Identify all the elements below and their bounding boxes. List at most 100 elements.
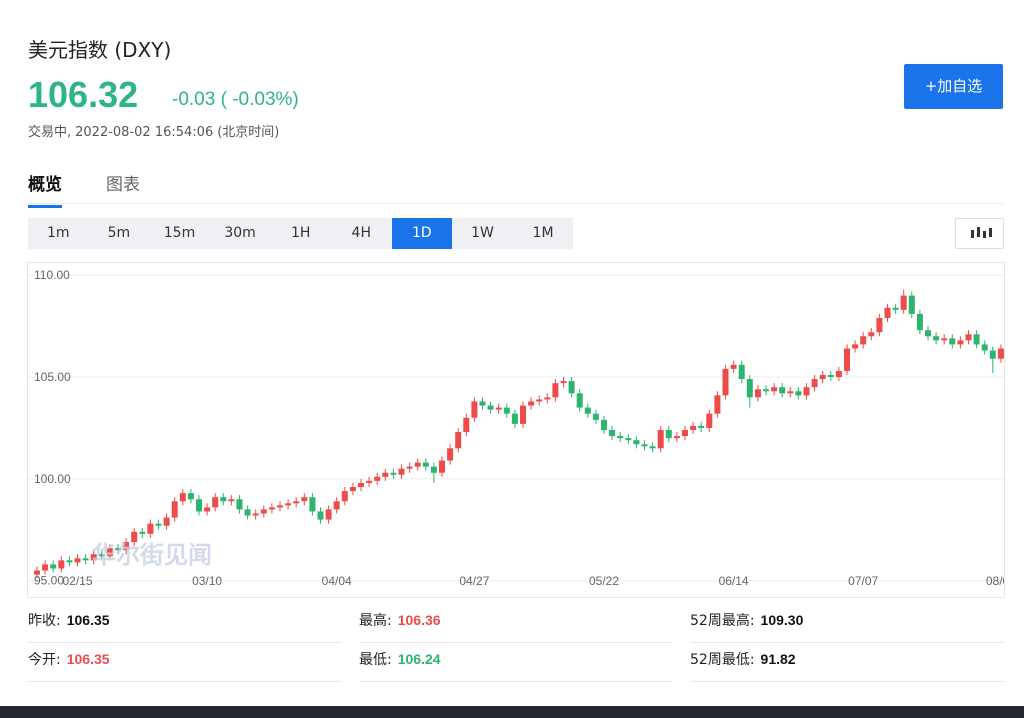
candle-body bbox=[422, 462, 429, 467]
candle-body bbox=[641, 444, 648, 447]
stat-value: 106.24 bbox=[397, 651, 441, 667]
candle-body bbox=[576, 393, 583, 408]
interval-button[interactable]: 5m bbox=[107, 225, 131, 241]
candle-body bbox=[884, 307, 891, 318]
candle-body bbox=[260, 509, 267, 514]
tab[interactable]: 概览 bbox=[28, 170, 62, 208]
stat: 最低: 106.24 bbox=[359, 649, 673, 682]
candle-body bbox=[592, 413, 599, 420]
stat-value: 106.35 bbox=[66, 651, 110, 667]
interval-button[interactable]: 1W bbox=[471, 225, 494, 241]
stat-label: 最低: bbox=[359, 652, 392, 668]
candle-body bbox=[366, 480, 373, 483]
title: 美元指数 (DXY) bbox=[28, 38, 172, 62]
candle-body bbox=[617, 436, 624, 439]
candle-body bbox=[58, 560, 65, 569]
candle-body bbox=[771, 387, 778, 392]
interval-button[interactable]: 1m bbox=[47, 225, 70, 241]
stat: 最高: 106.36 bbox=[359, 610, 673, 643]
candle-body bbox=[819, 374, 826, 380]
candlestick-chart: 95.00 100.00 105.00 110.00 02/15 03/10 04/04 04… bbox=[27, 262, 1005, 598]
candle-body bbox=[220, 497, 227, 502]
candle-body bbox=[163, 517, 170, 526]
candle-body bbox=[536, 399, 543, 402]
candle-body bbox=[204, 507, 211, 512]
stat: 52周最高: 109.30 bbox=[690, 610, 1004, 643]
timezone: (北京时间) bbox=[217, 125, 280, 140]
candle-body bbox=[673, 436, 680, 439]
interval-button[interactable]: 30m bbox=[224, 225, 256, 241]
candle-icon bbox=[971, 227, 992, 238]
candle-body bbox=[374, 476, 381, 481]
candle-body bbox=[179, 493, 186, 502]
candle-body bbox=[358, 482, 364, 488]
candle-body bbox=[649, 446, 656, 449]
candle-body bbox=[171, 501, 178, 518]
candle-body bbox=[252, 513, 259, 516]
candle-body bbox=[471, 401, 478, 418]
stat-label: 最高: bbox=[359, 613, 392, 629]
stat-separator bbox=[28, 642, 342, 643]
candle-body bbox=[746, 379, 753, 398]
trade-status: 交易中, bbox=[28, 125, 72, 140]
y-tick-label: 105.00 bbox=[34, 370, 71, 384]
candle-body bbox=[835, 370, 842, 378]
stat-separator bbox=[690, 681, 1004, 682]
stat-label: 今开: bbox=[28, 652, 61, 668]
x-tick-label: 04/04 bbox=[322, 574, 352, 588]
change-value: -0.03 bbox=[172, 89, 216, 110]
candle-body bbox=[390, 472, 397, 475]
candle-body bbox=[42, 564, 49, 571]
candle-body bbox=[601, 419, 607, 430]
interval-button[interactable]: 1D bbox=[391, 218, 453, 249]
candle-body bbox=[277, 505, 283, 508]
candle-body bbox=[973, 334, 980, 345]
candle-body bbox=[349, 487, 356, 492]
candle-body bbox=[495, 407, 502, 410]
candle-body bbox=[317, 511, 324, 520]
x-tick-label: 04/27 bbox=[459, 574, 489, 588]
candle-body bbox=[333, 501, 340, 510]
candle-body bbox=[268, 507, 275, 510]
candle-body bbox=[584, 407, 591, 414]
candle-body bbox=[139, 531, 146, 534]
candle-body bbox=[876, 317, 883, 333]
y-tick-label: 100.00 bbox=[34, 472, 71, 486]
interval-button[interactable]: 1M bbox=[532, 225, 554, 241]
candle-body bbox=[244, 509, 251, 516]
candle-body bbox=[439, 460, 445, 473]
interval-button[interactable]: 1H bbox=[290, 225, 311, 241]
candle-body bbox=[868, 332, 875, 337]
candle-body bbox=[730, 364, 737, 369]
candle-body bbox=[779, 387, 786, 394]
candle-body bbox=[82, 558, 89, 561]
candle-body bbox=[852, 344, 859, 349]
candle-body bbox=[503, 407, 510, 414]
candle-body bbox=[892, 307, 899, 310]
candle-body bbox=[414, 462, 421, 467]
candle-body bbox=[520, 405, 526, 424]
interval-bar: 1m 5m 15m 30m 1H 4H 1D 1W 1M bbox=[28, 218, 574, 249]
candle-body bbox=[925, 330, 931, 337]
timestamp: 2022-08-02 16:54:06 bbox=[75, 125, 214, 140]
candle-body bbox=[212, 497, 219, 508]
stat-separator bbox=[28, 681, 342, 682]
tab[interactable]: 图表 bbox=[106, 175, 140, 195]
candle-body bbox=[98, 554, 105, 557]
x-tick-label: 05/22 bbox=[589, 574, 619, 588]
candle-body bbox=[965, 334, 972, 341]
x-tick-label: 03/10 bbox=[192, 574, 222, 588]
stat-separator bbox=[359, 642, 673, 643]
status: 交易中, 2022-08-02 16:54:06 (北京时间) bbox=[28, 121, 283, 140]
watch-button[interactable]: +加自选 bbox=[904, 64, 1003, 109]
chart-type-button[interactable] bbox=[955, 218, 1004, 249]
interval-button[interactable]: 15m bbox=[163, 225, 196, 241]
interval-button[interactable]: 4H bbox=[351, 225, 371, 241]
candle-body bbox=[690, 425, 697, 430]
candle-body bbox=[34, 570, 40, 575]
stat: 今开: 106.35 bbox=[28, 649, 342, 682]
candle-body bbox=[155, 523, 162, 526]
candle-body bbox=[908, 295, 915, 314]
stat: 昨收: 106.35 bbox=[28, 610, 342, 643]
stat-separator bbox=[690, 642, 1004, 643]
